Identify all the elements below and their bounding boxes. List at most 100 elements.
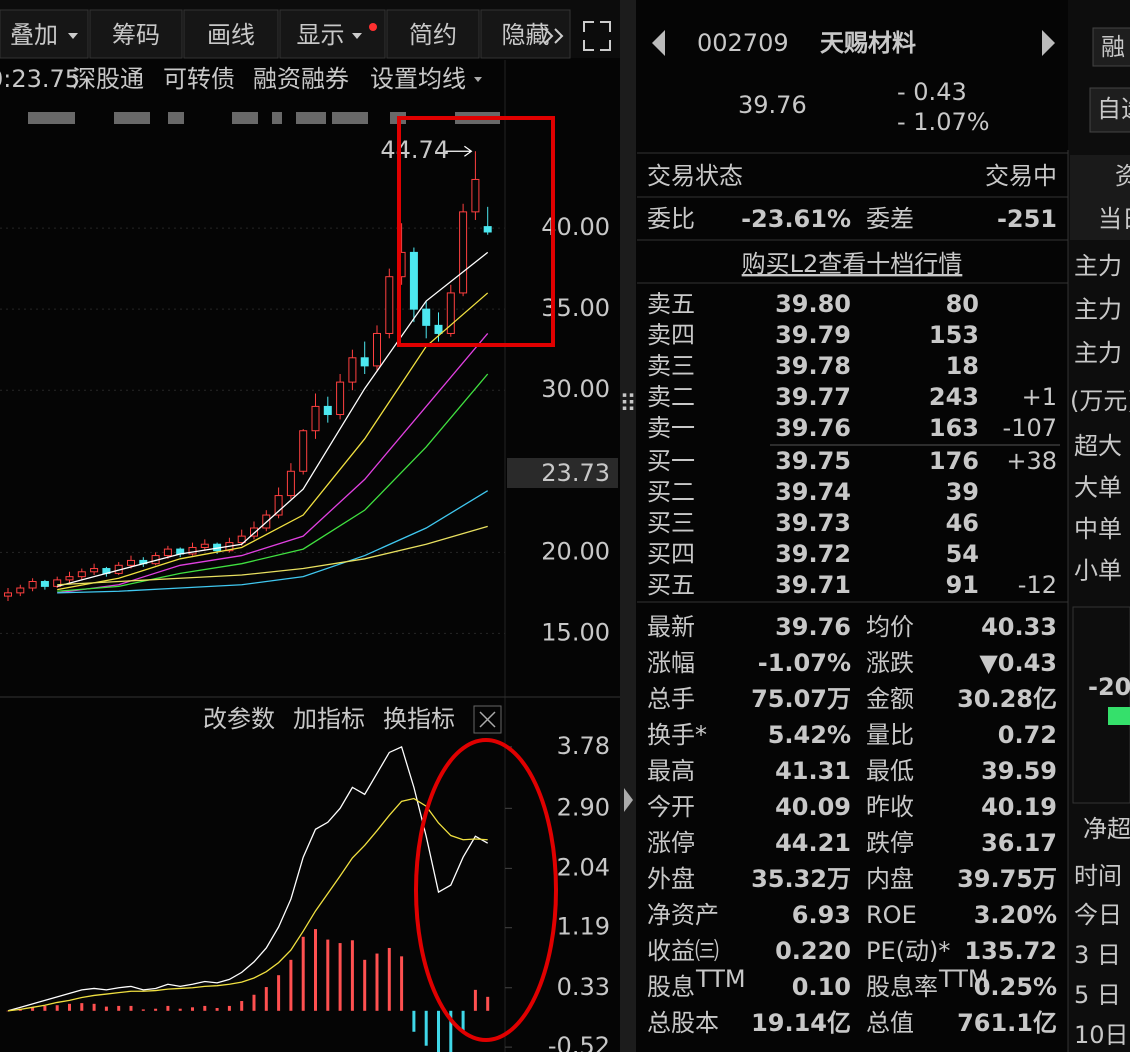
book-price: 39.77 [775, 383, 851, 411]
candle-body [90, 568, 99, 573]
close-icon [479, 711, 496, 728]
book-volume: 243 [929, 383, 979, 411]
candle-body [360, 357, 369, 367]
toolbar-button-label[interactable]: 隐藏 [502, 21, 550, 49]
moving-average [57, 490, 489, 594]
toolbar-button[interactable] [480, 9, 571, 59]
status-value: 交易中 [985, 162, 1057, 190]
candle-body [409, 251, 418, 310]
moving-average [57, 292, 489, 591]
macd-bar [104, 1006, 108, 1011]
stat-label-sup: TTM [695, 965, 746, 993]
book-volume: 80 [946, 290, 979, 318]
macd-bar [215, 1008, 219, 1011]
stat-value: 44.21 [775, 829, 851, 857]
toolbar-button-label[interactable]: 简约 [409, 21, 457, 49]
price-marker: 23.73 [541, 459, 610, 487]
macd-bar [326, 939, 330, 1011]
candle-body [250, 527, 258, 537]
stat-value: ▼0.43 [979, 649, 1057, 677]
macd-bar [227, 1005, 231, 1011]
book-price: 39.75 [775, 447, 851, 475]
stat-value: 761.1亿 [957, 1009, 1057, 1037]
stat-label: 股息率 [866, 973, 938, 1001]
candle-body [299, 430, 308, 472]
stat-label: 净资产 [647, 901, 719, 929]
moving-average [57, 525, 488, 586]
macd-bar [424, 1010, 428, 1046]
macd-bar [92, 1003, 96, 1011]
y-tick-label: -0.52 [548, 1032, 610, 1052]
candle-body [40, 581, 49, 587]
macd-bar [486, 996, 490, 1011]
price-marker-bg [507, 458, 618, 488]
toolbar-button[interactable] [183, 9, 279, 59]
side-tab-sub: 当日 [1098, 205, 1130, 233]
book-label: 卖三 [647, 352, 695, 380]
ratio-label: 委差 [866, 205, 914, 233]
macd-bar [166, 1005, 170, 1011]
macd-bar [191, 1007, 194, 1011]
candle-body [446, 292, 455, 334]
side-button-label[interactable]: 自选 [1097, 95, 1130, 123]
splitter-handle[interactable]: ⠿ [619, 390, 637, 418]
prev-stock[interactable] [652, 30, 665, 56]
toolbar-button-label[interactable]: 显示 [297, 21, 345, 49]
candle-body [237, 535, 246, 544]
book-label: 卖二 [647, 383, 695, 411]
toolbar-button[interactable] [279, 9, 386, 59]
chart-link[interactable]: 深股通 [72, 65, 144, 93]
indicator-menu-item[interactable]: 改参数 [203, 705, 275, 733]
fullscreen-icon[interactable] [583, 21, 611, 51]
stat-label: 换手* [647, 721, 707, 749]
side-button [1092, 27, 1130, 67]
toolbar-button-label[interactable]: 筹码 [112, 21, 160, 49]
chart-link[interactable]: 设置均线 [370, 65, 466, 93]
ratio-value: -23.61% [741, 205, 851, 233]
dropdown-arrow [474, 77, 482, 82]
l2-link[interactable]: 购买L2查看十档行情 [742, 250, 963, 278]
macd-bar [154, 1008, 158, 1011]
toolbar-button[interactable] [89, 9, 183, 59]
toolbar-button-label[interactable]: 叠加 [10, 21, 58, 49]
side-period: 今日 [1074, 901, 1122, 929]
stat-value: 135.72 [964, 937, 1057, 965]
side-button-label[interactable]: 融 [1101, 33, 1125, 61]
macd-bar [338, 943, 342, 1011]
book-volume: 176 [929, 447, 979, 475]
close-button[interactable] [473, 705, 502, 734]
stat-label: 涨幅 [647, 649, 695, 677]
book-label: 买三 [647, 509, 695, 537]
book-volume: 153 [929, 321, 979, 349]
indicator-menu-item[interactable]: 加指标 [293, 705, 365, 733]
macd-bar [301, 936, 305, 1011]
toolbar-button[interactable] [386, 9, 480, 59]
candle-body [311, 405, 320, 432]
candle-body [28, 581, 37, 589]
side-net: 净超 [1083, 815, 1130, 843]
splitter-arrow[interactable] [624, 788, 633, 812]
toolbar-button-label[interactable]: 画线 [207, 21, 255, 49]
macd-bar [141, 1009, 145, 1011]
side-period: 10日 [1074, 1021, 1129, 1049]
book-price: 39.74 [775, 478, 851, 506]
splitter[interactable] [620, 0, 636, 1052]
book-price: 39.76 [775, 414, 851, 442]
stat-label: 外盘 [647, 865, 695, 893]
candle-body [434, 324, 443, 334]
macd-bar [31, 1007, 35, 1011]
chart-link[interactable]: 融资融券 [253, 65, 349, 93]
book-volume: 91 [946, 571, 979, 599]
indicator-menu-item[interactable]: 换指标 [383, 705, 455, 733]
y-tick-label: 2.90 [557, 793, 610, 821]
book-label: 买四 [647, 540, 695, 568]
next-stock[interactable] [1042, 30, 1055, 56]
stat-label: 内盘 [866, 865, 914, 893]
stat-value: 39.75万 [957, 865, 1057, 893]
macd-bar [264, 987, 268, 1011]
ma-value: 0:23.75 [0, 65, 80, 93]
chart-link[interactable]: 可转债 [163, 65, 235, 93]
stat-label: 总值 [866, 1009, 914, 1037]
candle-body [459, 211, 468, 294]
